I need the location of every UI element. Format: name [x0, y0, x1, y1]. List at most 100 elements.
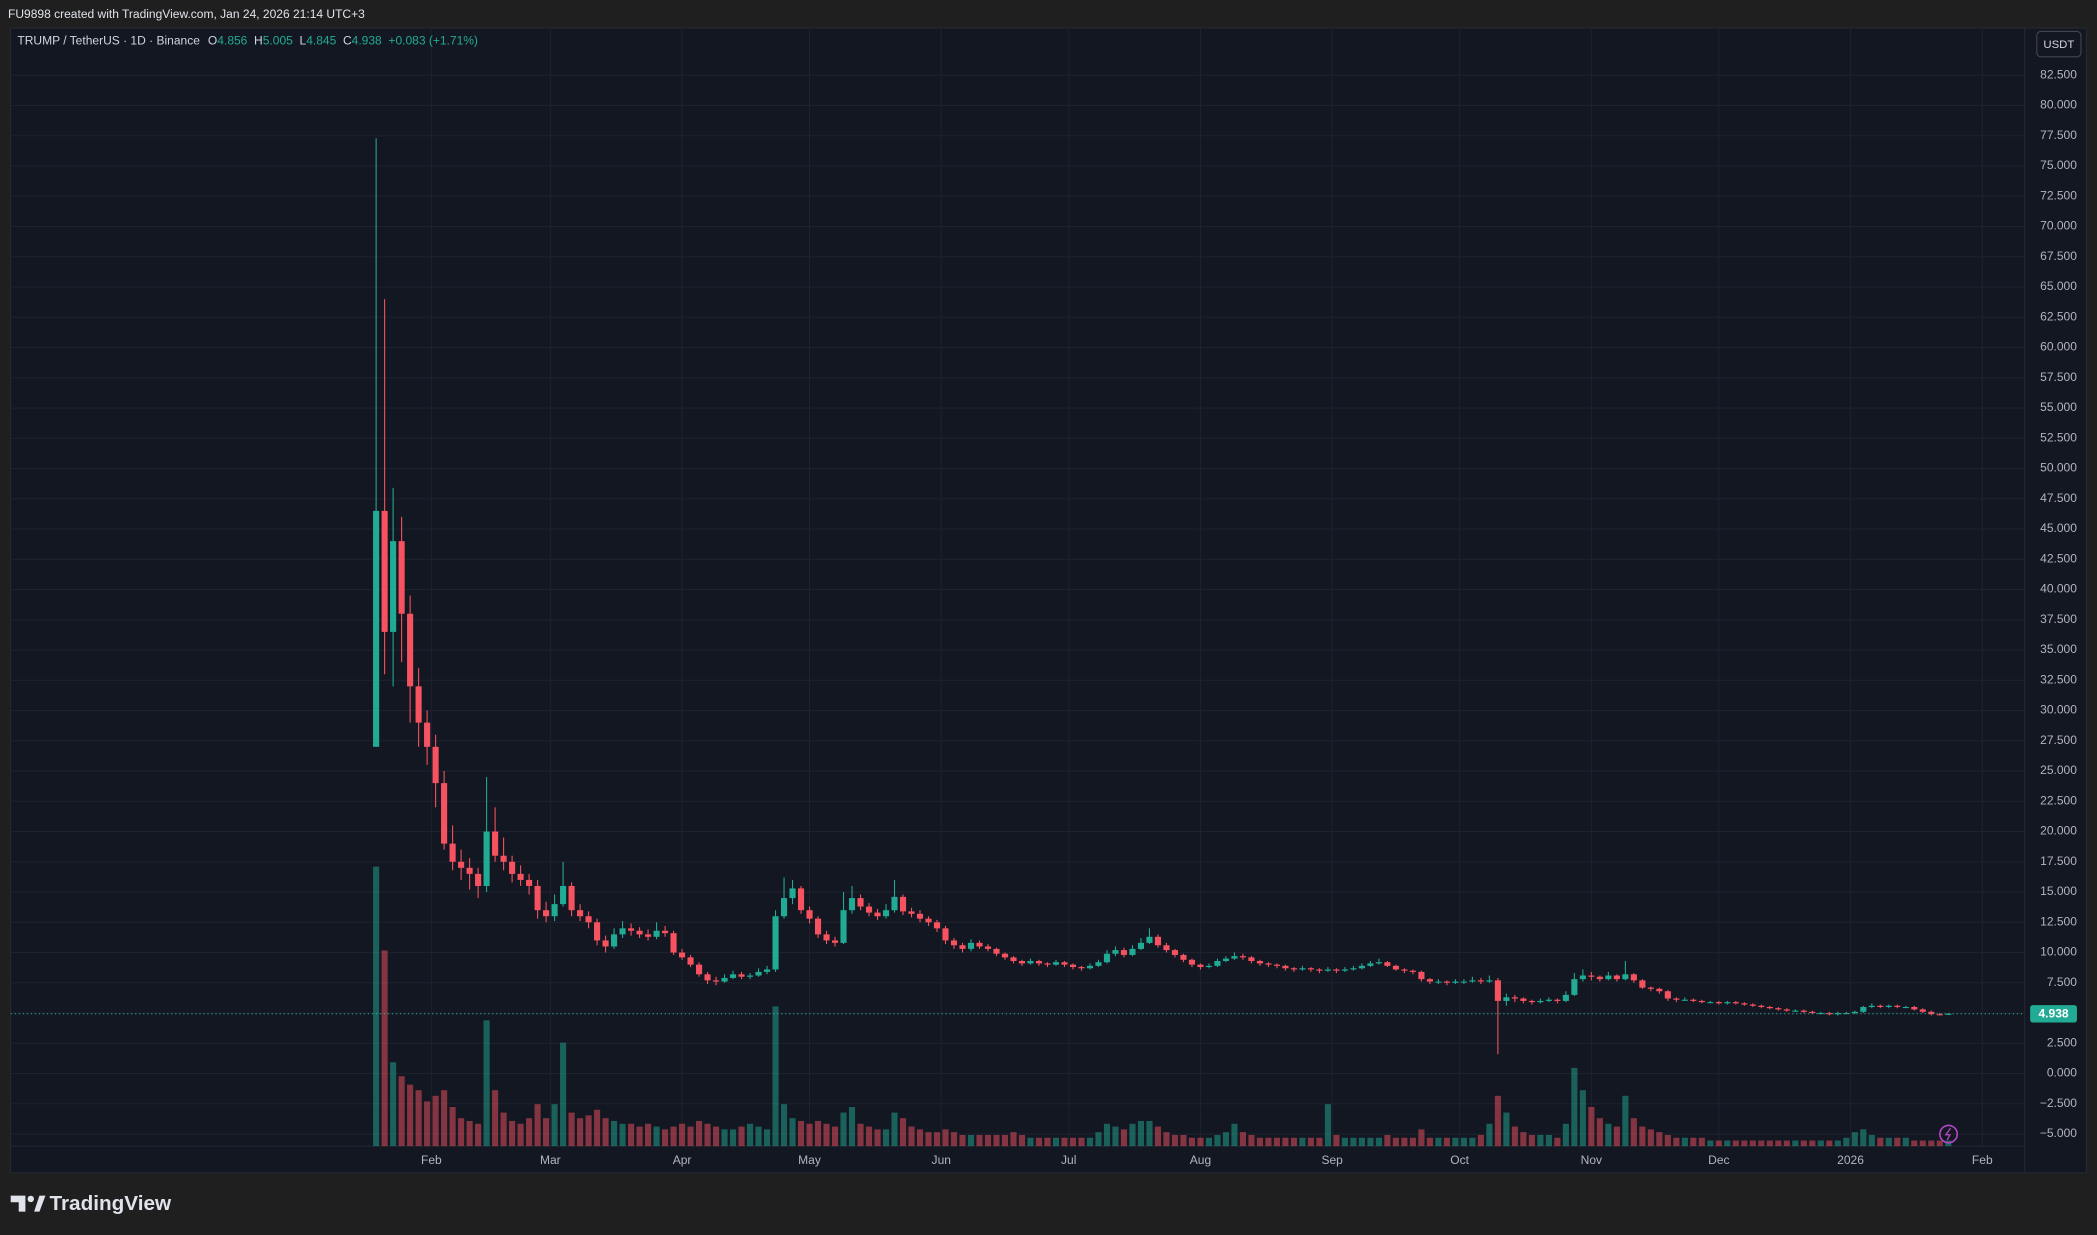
candle-body — [1809, 1011, 1816, 1014]
volume-bar — [1239, 1132, 1247, 1147]
y-tick-label: 30.000 — [2040, 703, 2077, 717]
volume-bar — [1316, 1137, 1323, 1147]
candle-body — [1936, 1014, 1943, 1016]
volume-bar — [729, 1129, 737, 1147]
volume-bar — [1137, 1120, 1145, 1147]
candle-body — [1333, 969, 1340, 971]
legend-h: H — [254, 34, 263, 48]
y-tick-label: 42.500 — [2040, 551, 2077, 565]
volume-bar — [1800, 1140, 1807, 1147]
volume-bar — [526, 1118, 533, 1147]
y-tick-label: 80.000 — [2040, 98, 2077, 112]
candle-body — [1307, 968, 1314, 970]
volume-bar — [1885, 1137, 1892, 1147]
y-tick-label: 77.500 — [2040, 128, 2077, 142]
candle-body — [619, 928, 626, 935]
volume-bar — [1673, 1137, 1680, 1147]
candle-body — [1775, 1008, 1782, 1010]
candle-body — [1851, 1011, 1858, 1014]
volume-bar — [1528, 1134, 1535, 1147]
candle-body — [729, 974, 737, 978]
candle-body — [1511, 997, 1518, 999]
candle-body — [1350, 968, 1357, 970]
x-tick-label: Dec — [1708, 1153, 1729, 1167]
candle-body — [772, 916, 779, 970]
candle-body — [1800, 1010, 1807, 1012]
candle-body — [1409, 970, 1416, 972]
lightning-icon[interactable] — [1939, 1124, 1959, 1144]
legend-o-value: 4.856 — [217, 34, 247, 48]
volume-bar — [1273, 1137, 1280, 1147]
candle-body — [695, 964, 703, 975]
legend-l: L — [300, 34, 307, 48]
candle-body — [1027, 960, 1034, 964]
volume-bar — [1188, 1137, 1196, 1147]
candle-body — [1707, 1002, 1714, 1004]
candle-body — [1010, 957, 1017, 961]
volume-bar — [534, 1104, 541, 1147]
candle-body — [1171, 950, 1179, 955]
candle-body — [1222, 958, 1230, 961]
candle-body — [857, 898, 864, 907]
candle-body — [976, 942, 983, 947]
candle-body — [1265, 963, 1272, 965]
candle-body — [1205, 965, 1213, 968]
volume-bar — [1044, 1137, 1051, 1147]
volume-bar — [1035, 1137, 1043, 1147]
volume-bar — [577, 1118, 584, 1147]
legend-h-value: 5.005 — [263, 34, 293, 48]
volume-bar — [704, 1123, 711, 1147]
volume-bar — [797, 1120, 805, 1147]
currency-button[interactable] — [2036, 30, 2082, 58]
candle-body — [1834, 1013, 1841, 1015]
candle-body — [814, 918, 822, 935]
volume-bar — [1766, 1140, 1773, 1147]
candle-body — [712, 980, 720, 982]
volume-bar — [1248, 1134, 1255, 1147]
volume-bar — [1078, 1137, 1085, 1147]
candle-body — [1630, 974, 1637, 981]
y-tick-label: 15.000 — [2040, 884, 2077, 898]
volume-bar — [1520, 1132, 1527, 1147]
y-tick-label: 35.000 — [2040, 642, 2077, 656]
volume-bar — [806, 1123, 813, 1147]
candle-body — [1061, 962, 1068, 965]
candle-body — [398, 541, 405, 614]
x-tick-label: Oct — [1450, 1153, 1469, 1167]
candle-body — [1894, 1005, 1901, 1007]
candle-body — [458, 861, 465, 868]
y-tick-label: 65.000 — [2040, 279, 2077, 293]
volume-bar — [1775, 1140, 1782, 1147]
volume-bar — [475, 1123, 482, 1147]
volume-bar — [373, 866, 380, 1147]
y-tick-label: 70.000 — [2040, 219, 2077, 233]
volume-bar — [662, 1129, 669, 1147]
candle-body — [534, 885, 541, 911]
volume-bar — [1843, 1137, 1850, 1147]
volume-bar — [908, 1126, 915, 1147]
volume-bar — [1622, 1095, 1629, 1147]
legend-l-value: 4.845 — [306, 34, 336, 48]
candle-body — [577, 910, 584, 917]
legend: TRUMP / TetherUS · 1D · Binance O4.856 H5.… — [17, 34, 478, 48]
volume-bar — [1494, 1095, 1501, 1147]
candle-body — [1375, 962, 1382, 964]
candle-body — [1945, 1013, 1952, 1015]
candle-body — [1367, 963, 1374, 966]
volume-bar — [874, 1129, 881, 1147]
volume-bar — [1630, 1118, 1637, 1147]
candle-body — [390, 541, 397, 632]
y-tick-label: −2.500 — [2040, 1096, 2077, 1110]
volume-bar — [755, 1126, 762, 1147]
volume-bar — [1877, 1137, 1884, 1147]
y-tick-label: 67.500 — [2040, 249, 2077, 263]
currency-label[interactable]: USDT — [2043, 39, 2074, 51]
candle-body — [1613, 975, 1620, 980]
volume-bar — [1486, 1123, 1493, 1147]
volume-bar — [1579, 1090, 1586, 1147]
candle-body — [925, 918, 932, 923]
volume-bar — [500, 1112, 507, 1147]
candle-body — [797, 888, 805, 911]
candle-body — [1044, 963, 1051, 965]
